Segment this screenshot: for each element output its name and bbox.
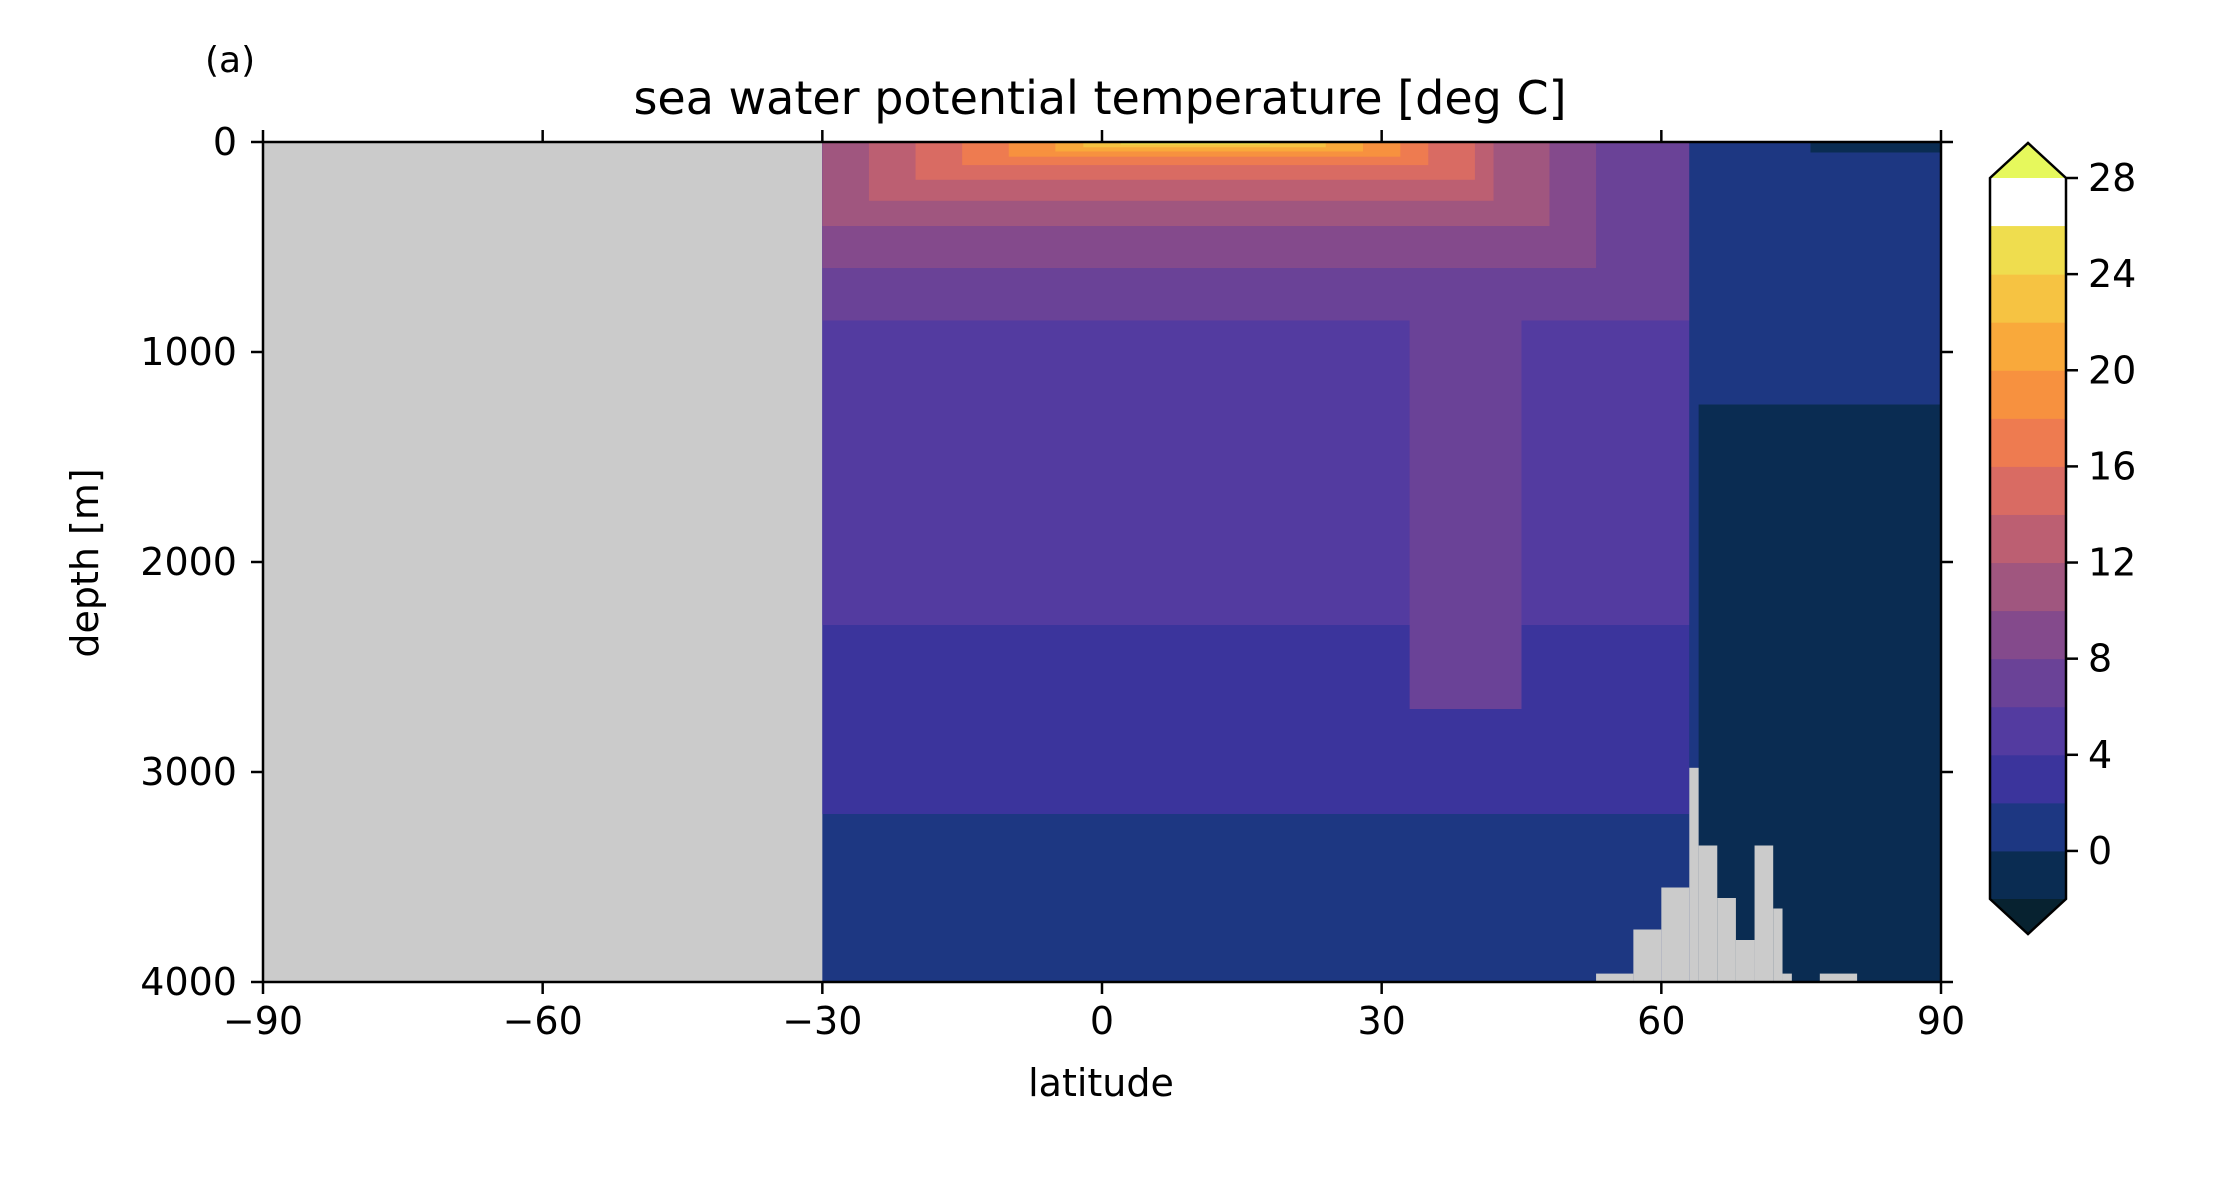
x-tick-label-4: 30	[1357, 999, 1405, 1043]
x-tick-label-2: −30	[782, 999, 862, 1043]
colorbar-band-11	[1990, 322, 2066, 371]
y-tick-label-0: 0	[213, 120, 237, 164]
seafloor-block-0	[1596, 973, 1634, 982]
colorbar-tick-label-5: 20	[2088, 348, 2136, 392]
x-axis-label: latitude	[1028, 1061, 1174, 1105]
y-tick-label-4: 4000	[140, 960, 237, 1004]
colorbar-outline	[1988, 141, 2068, 936]
temperature-region-13	[1120, 142, 1270, 145]
colorbar-band-8	[1990, 466, 2066, 515]
x-tick-label-1: −60	[503, 999, 583, 1043]
panel-label: (a)	[205, 40, 255, 81]
seafloor-block-1	[1633, 929, 1662, 982]
colorbar-band-3	[1990, 706, 2066, 756]
colorbar-band-5	[1990, 610, 2066, 660]
colorbar-band-12	[1990, 274, 2066, 323]
plot-area	[261, 140, 1943, 984]
seafloor-block-2	[1661, 887, 1690, 982]
seafloor-block-9	[1782, 973, 1792, 982]
colorbar-band-6	[1990, 562, 2066, 612]
x-tick-label-6: 90	[1917, 999, 1965, 1043]
y-tick-label-1: 1000	[140, 330, 237, 374]
colorbar-band-13	[1990, 226, 2066, 275]
y-axis: 0 1000 2000 3000 4000	[140, 120, 1953, 1004]
x-tick-label-5: 60	[1637, 999, 1685, 1043]
temperature-region-12	[1083, 142, 1326, 148]
x-axis: −90 −60 −30 0 30 60 90	[223, 130, 1965, 1043]
colorbar-band-9	[1990, 418, 2066, 467]
seafloor-block-6	[1735, 940, 1755, 982]
colorbar-band-2	[1990, 754, 2066, 804]
colorbar-tick-label-0: 0	[2088, 829, 2112, 873]
temperature-region-15	[1698, 404, 1941, 982]
colorbar-under-extension	[1990, 899, 2066, 934]
seafloor-block-5	[1717, 898, 1736, 982]
colorbar-tick-label-2: 8	[2088, 637, 2112, 681]
colorbar-band-10	[1990, 370, 2066, 419]
colorbar-tick-label-4: 16	[2088, 444, 2136, 488]
seafloor-block-4	[1698, 845, 1718, 982]
colorbar-band-1	[1990, 802, 2066, 852]
colorbar-tick-label-3: 12	[2088, 541, 2136, 585]
colorbar-tick-label-1: 4	[2088, 733, 2112, 777]
y-axis-label: depth [m]	[63, 468, 107, 657]
colorbar-tick-label-7: 28	[2088, 156, 2136, 200]
seafloor-block-8	[1773, 908, 1783, 982]
colorbar-band-7	[1990, 514, 2066, 564]
y-tick-label-2: 2000	[140, 540, 237, 584]
chart-title: sea water potential temperature [deg C]	[633, 71, 1566, 125]
colorbar-band-0	[1990, 850, 2066, 900]
x-tick-label-3: 0	[1090, 999, 1114, 1043]
seafloor-block-3	[1689, 767, 1699, 982]
colorbar-band-4	[1990, 658, 2066, 708]
colorbar: 0 4 8 12 16 20 24 28	[1988, 141, 2136, 936]
seafloor-block-10	[1819, 973, 1858, 982]
temperature-region-16	[1810, 142, 1941, 153]
seafloor-block-7	[1754, 845, 1774, 982]
y-tick-label-3: 3000	[140, 750, 237, 794]
colorbar-tick-label-6: 24	[2088, 252, 2136, 296]
x-tick-label-0: −90	[223, 999, 303, 1043]
colorbar-over-extension	[1990, 143, 2066, 178]
